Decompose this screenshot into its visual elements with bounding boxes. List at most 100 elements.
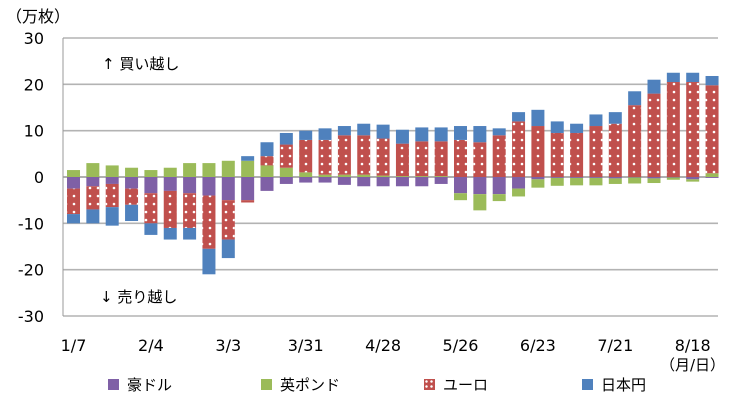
bar-segment-texture: [163, 190, 177, 228]
bar-segment-1: [163, 177, 177, 191]
bar-segment-texture: [647, 93, 661, 177]
bar-segment-4: [260, 142, 274, 157]
bar-segment-texture: [666, 82, 680, 177]
bar-group: [434, 127, 448, 184]
bar-group: [628, 91, 642, 184]
bar-segment-2: [434, 176, 448, 177]
y-tick-label: 20: [24, 75, 44, 94]
bar-group: [125, 167, 139, 222]
bar-segment-1: [473, 177, 487, 195]
legend-label: 豪ドル: [127, 375, 173, 394]
bar-segment-2: [144, 170, 158, 177]
bar-group: [183, 163, 197, 240]
x-tick-label: 5/26: [443, 336, 479, 355]
bar-segment-texture: [608, 123, 622, 177]
bar-segment-4: [202, 248, 216, 275]
bar-segment-1: [415, 177, 429, 187]
bar-segment-1: [221, 177, 235, 201]
x-tick-label: 1/7: [61, 336, 87, 355]
bar-group: [512, 112, 526, 197]
bar-group: [454, 126, 467, 201]
legend-swatch: [261, 378, 272, 390]
legend: 豪ドル 英ポンド ユーロ 日本円: [0, 371, 733, 397]
bar-segment-2: [221, 160, 235, 177]
bar-segment-1: [337, 177, 351, 185]
x-tick-label: 6/23: [520, 336, 556, 355]
bar-group: [550, 121, 564, 186]
bar-segment-1: [376, 177, 390, 187]
bar-group: [415, 127, 429, 187]
bar-group: [318, 128, 332, 183]
bar-segment-4: [279, 132, 293, 145]
bar-segment-1: [531, 177, 545, 180]
bar-segment-2: [105, 165, 119, 177]
bar-segment-2: [473, 194, 487, 211]
legend-swatch: [424, 378, 435, 390]
bar-segment-4: [531, 109, 545, 127]
bar-segment-4: [376, 124, 390, 139]
bar-segment-2: [202, 163, 216, 177]
bar-segment-texture: [550, 132, 564, 177]
y-tick-labels: 30 20 10 0 -10 -20 -30: [18, 29, 44, 326]
bar-segment-texture: [434, 141, 448, 177]
bar-segment-1: [647, 177, 661, 179]
bar-segment-4: [647, 79, 661, 94]
bar-segment-1: [512, 177, 526, 189]
bar-segment-texture: [357, 135, 371, 175]
bar-segment-2: [570, 177, 584, 186]
legend-item: 日本円: [582, 371, 646, 397]
x-tick-label: 3/31: [288, 336, 324, 355]
legend-swatch: [582, 378, 593, 390]
x-unit-label: （月/日）: [660, 356, 725, 374]
bar-segment-2: [531, 179, 545, 188]
bar-segment-texture: [221, 200, 235, 240]
bar-segment-2: [512, 188, 526, 197]
bar-segment-texture: [337, 135, 351, 175]
legend-item: ユーロ: [424, 371, 488, 397]
bar-group: [395, 129, 409, 187]
bar-segment-4: [705, 75, 719, 86]
bar-group: [666, 72, 680, 180]
bar-segment-4: [318, 128, 332, 140]
legend-item: 英ポンド: [261, 371, 340, 397]
bar-segment-2: [163, 167, 177, 177]
bar-segment-1: [686, 177, 700, 180]
y-tick-label: 0: [34, 168, 44, 187]
bar-group: [241, 156, 255, 203]
bar-segment-texture: [144, 193, 158, 224]
bar-segment-texture: [531, 126, 545, 177]
bar-segment-texture: [86, 186, 100, 210]
bar-segment-texture: [628, 105, 642, 177]
bar-segment-2: [67, 170, 80, 177]
bar-segment-1: [144, 177, 158, 194]
bar-group: [260, 142, 274, 191]
bar-segment-texture: [705, 85, 719, 174]
bar-group: [299, 130, 313, 183]
bar-segment-2: [337, 174, 351, 177]
bar-segment-1: [666, 177, 680, 178]
legend-swatch: [108, 378, 119, 390]
bar-segment-4: [86, 209, 100, 224]
bar-segment-texture: [125, 188, 139, 205]
bar-segment-4: [357, 123, 371, 136]
y-tick-label: 30: [24, 29, 44, 48]
bar-segment-4: [415, 127, 429, 142]
bar-group: [337, 126, 351, 185]
x-tick-label: 4/28: [365, 336, 401, 355]
bar-segment-texture: [183, 193, 197, 228]
bar-segment-1: [318, 177, 332, 183]
bar-segment-1: [550, 177, 564, 178]
bar-group: [163, 167, 177, 240]
bar-segment-2: [415, 176, 429, 177]
bar-segment-1: [67, 177, 80, 189]
x-tick-labels: 1/7 2/4 3/3 3/31 4/28 5/26 6/23 7/21 8/18: [61, 336, 711, 355]
bar-segment-4: [337, 126, 351, 136]
bar-segment-texture: [570, 132, 584, 177]
bar-segment-4: [666, 72, 680, 83]
y-unit-label: （万枚）: [6, 7, 70, 26]
bar-segment-4: [492, 128, 506, 136]
bar-segment-texture: [395, 143, 409, 177]
bar-segment-4: [395, 129, 409, 144]
bar-segment-1: [241, 177, 255, 201]
